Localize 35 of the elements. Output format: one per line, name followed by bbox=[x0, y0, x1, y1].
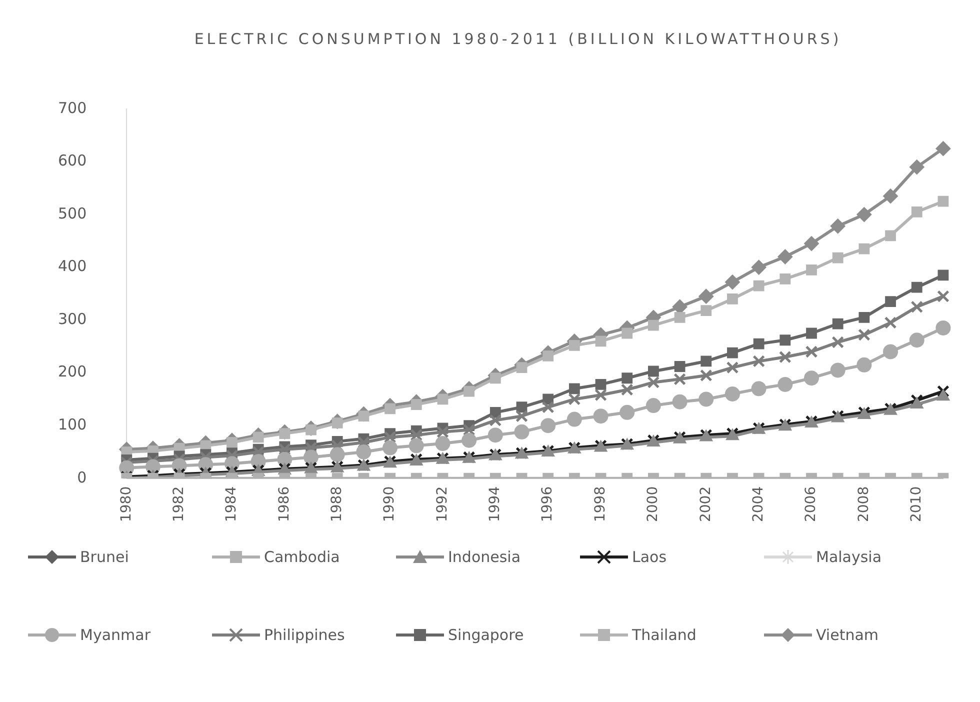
y-tick-label: 0 bbox=[77, 468, 87, 486]
y-tick-label: 400 bbox=[58, 257, 87, 276]
x-tick-label: 1988 bbox=[329, 486, 345, 522]
x-tick-label: 1998 bbox=[592, 486, 608, 522]
y-tick-label: 200 bbox=[58, 362, 87, 381]
legend-label: Vietnam bbox=[816, 626, 879, 644]
chart-title: ELECTRIC CONSUMPTION 1980-2011 (BILLION KILOWATTHOURS) bbox=[193, 29, 843, 50]
x-tick-label: 1984 bbox=[224, 486, 240, 522]
legend-label: Brunei bbox=[80, 548, 129, 566]
x-tick-label: 2000 bbox=[645, 486, 662, 522]
x-tick-label: 1992 bbox=[434, 486, 450, 522]
x-tick-label: 2008 bbox=[856, 486, 872, 522]
legend-label: Philippines bbox=[264, 626, 345, 644]
legend-label: Singapore bbox=[448, 626, 524, 644]
x-tick-label: 2006 bbox=[803, 486, 820, 522]
x-tick-label: 2002 bbox=[698, 486, 714, 522]
y-tick-label: 100 bbox=[58, 415, 87, 434]
x-tick-label: 1990 bbox=[382, 486, 398, 522]
x-tick-label: 2004 bbox=[750, 486, 766, 522]
legend-label: Laos bbox=[632, 548, 667, 566]
legend-label: Indonesia bbox=[448, 548, 521, 566]
x-tick-label: 1982 bbox=[170, 486, 187, 522]
legend-label: Cambodia bbox=[264, 548, 340, 566]
x-tick-label: 1996 bbox=[540, 486, 556, 522]
y-tick-label: 500 bbox=[58, 204, 87, 222]
x-tick-label: 1980 bbox=[118, 486, 134, 522]
x-tick-label: 2010 bbox=[908, 486, 924, 522]
legend-label: Myanmar bbox=[80, 626, 150, 644]
legend-label: Malaysia bbox=[816, 548, 882, 566]
x-tick-label: 1994 bbox=[487, 486, 504, 522]
y-tick-label: 600 bbox=[58, 152, 87, 170]
y-tick-label: 700 bbox=[58, 98, 87, 117]
legend-label: Thailand bbox=[632, 626, 696, 644]
y-tick-label: 300 bbox=[58, 310, 87, 328]
x-tick-label: 1986 bbox=[276, 486, 292, 522]
